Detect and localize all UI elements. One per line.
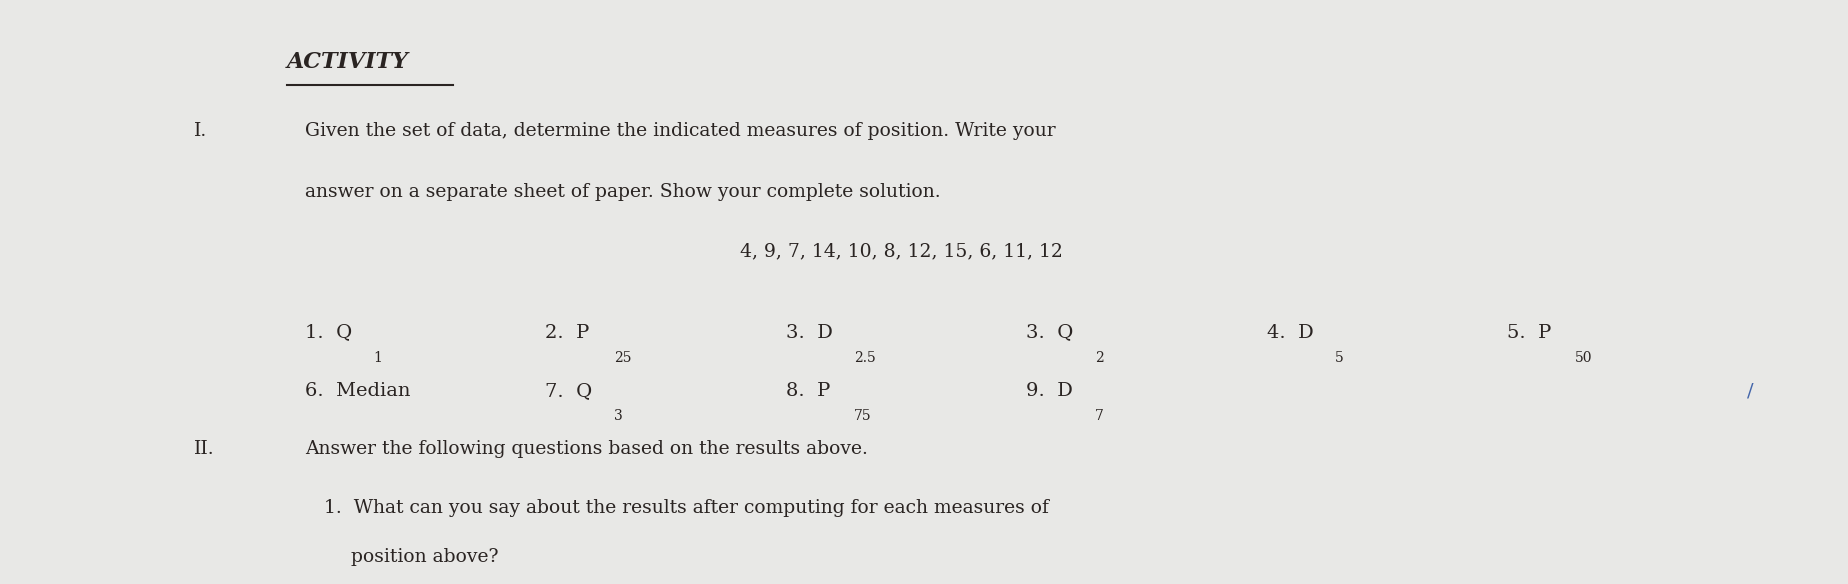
Text: II.: II.: [194, 440, 214, 458]
Text: I.: I.: [194, 122, 207, 140]
Text: answer on a separate sheet of paper. Show your complete solution.: answer on a separate sheet of paper. Sho…: [305, 183, 941, 201]
Text: 2: 2: [1094, 351, 1103, 365]
Text: 3: 3: [614, 409, 623, 423]
Text: 7: 7: [1094, 409, 1103, 423]
Text: Given the set of data, determine the indicated measures of position. Write your: Given the set of data, determine the ind…: [305, 122, 1055, 140]
Text: 2.5: 2.5: [854, 351, 876, 365]
Text: 4.  D: 4. D: [1266, 324, 1312, 342]
Text: 25: 25: [614, 351, 630, 365]
Text: 75: 75: [854, 409, 872, 423]
Text: position above?: position above?: [351, 548, 499, 566]
Text: 5.  P: 5. P: [1506, 324, 1550, 342]
Text: 5: 5: [1334, 351, 1343, 365]
Text: 8.  P: 8. P: [785, 382, 830, 400]
Text: /: /: [1746, 382, 1754, 400]
Text: 1: 1: [373, 351, 383, 365]
Text: 1.  Q: 1. Q: [305, 324, 353, 342]
Text: 6.  Median: 6. Median: [305, 382, 410, 400]
Text: Answer the following questions based on the results above.: Answer the following questions based on …: [305, 440, 867, 458]
Text: 2.  P: 2. P: [545, 324, 590, 342]
Text: 3.  Q: 3. Q: [1026, 324, 1074, 342]
Text: 1.  What can you say about the results after computing for each measures of: 1. What can you say about the results af…: [323, 499, 1048, 517]
Text: 3.  D: 3. D: [785, 324, 832, 342]
Text: 9.  D: 9. D: [1026, 382, 1072, 400]
Text: 7.  Q: 7. Q: [545, 382, 593, 400]
Text: 4, 9, 7, 14, 10, 8, 12, 15, 6, 11, 12: 4, 9, 7, 14, 10, 8, 12, 15, 6, 11, 12: [739, 242, 1063, 260]
Text: ACTIVITY: ACTIVITY: [286, 51, 408, 73]
Text: 50: 50: [1574, 351, 1591, 365]
